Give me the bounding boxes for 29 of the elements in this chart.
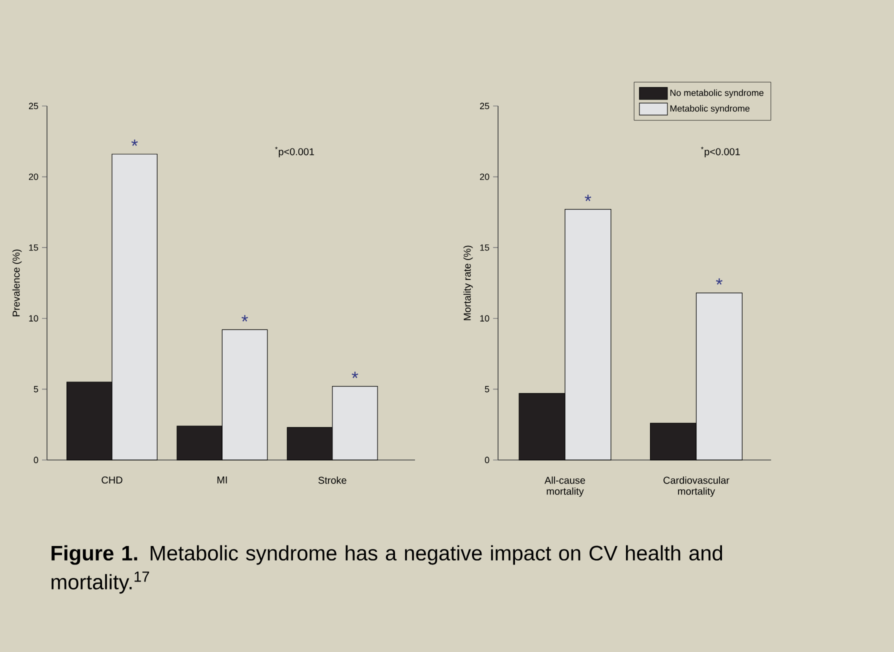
y-tick-label: 10 xyxy=(480,315,490,322)
x-tick-label: CHD xyxy=(102,476,122,484)
y-tick-label: 0 xyxy=(34,456,38,464)
y-tick-label: 25 xyxy=(28,102,38,110)
x-tick-label: Stroke xyxy=(318,476,346,484)
y-tick-label: 5 xyxy=(484,386,490,392)
y-tick-label: 25 xyxy=(480,102,490,110)
x-tick-label: All-cause mortality xyxy=(544,476,586,497)
y-tick-label: 10 xyxy=(29,315,38,322)
y-tick-label: 15 xyxy=(480,244,490,251)
y-tick-label: 5 xyxy=(34,386,38,392)
y-tick-label: 20 xyxy=(480,174,490,180)
y-axis-title: Prevalence (%) xyxy=(12,250,22,316)
annotation: * xyxy=(584,194,592,202)
annotation: $^{*}$p<0.001 xyxy=(700,146,740,158)
legend-label: No metabolic syndrome xyxy=(670,89,764,98)
legend-label: Metabolic syndrome xyxy=(670,105,750,114)
annotation: * xyxy=(352,372,358,378)
y-tick-label: 20 xyxy=(28,174,38,180)
y-tick-label: 0 xyxy=(484,456,490,464)
annotation: * xyxy=(242,315,248,322)
y-tick-label: 15 xyxy=(29,244,38,251)
annotation: * xyxy=(131,140,138,146)
x-tick-label: Cardiovascular mortality xyxy=(664,476,730,497)
y-axis-title: Mortality rate (%) xyxy=(463,246,473,320)
x-tick-label: MI xyxy=(217,476,227,484)
annotation: * xyxy=(716,278,722,285)
text: Figure 1. Metabolic syndrome has a negative impact on CV health and mortality.$^{17}$ xyxy=(52,545,722,594)
annotation: $^{*}$p<0.001 xyxy=(275,146,314,158)
